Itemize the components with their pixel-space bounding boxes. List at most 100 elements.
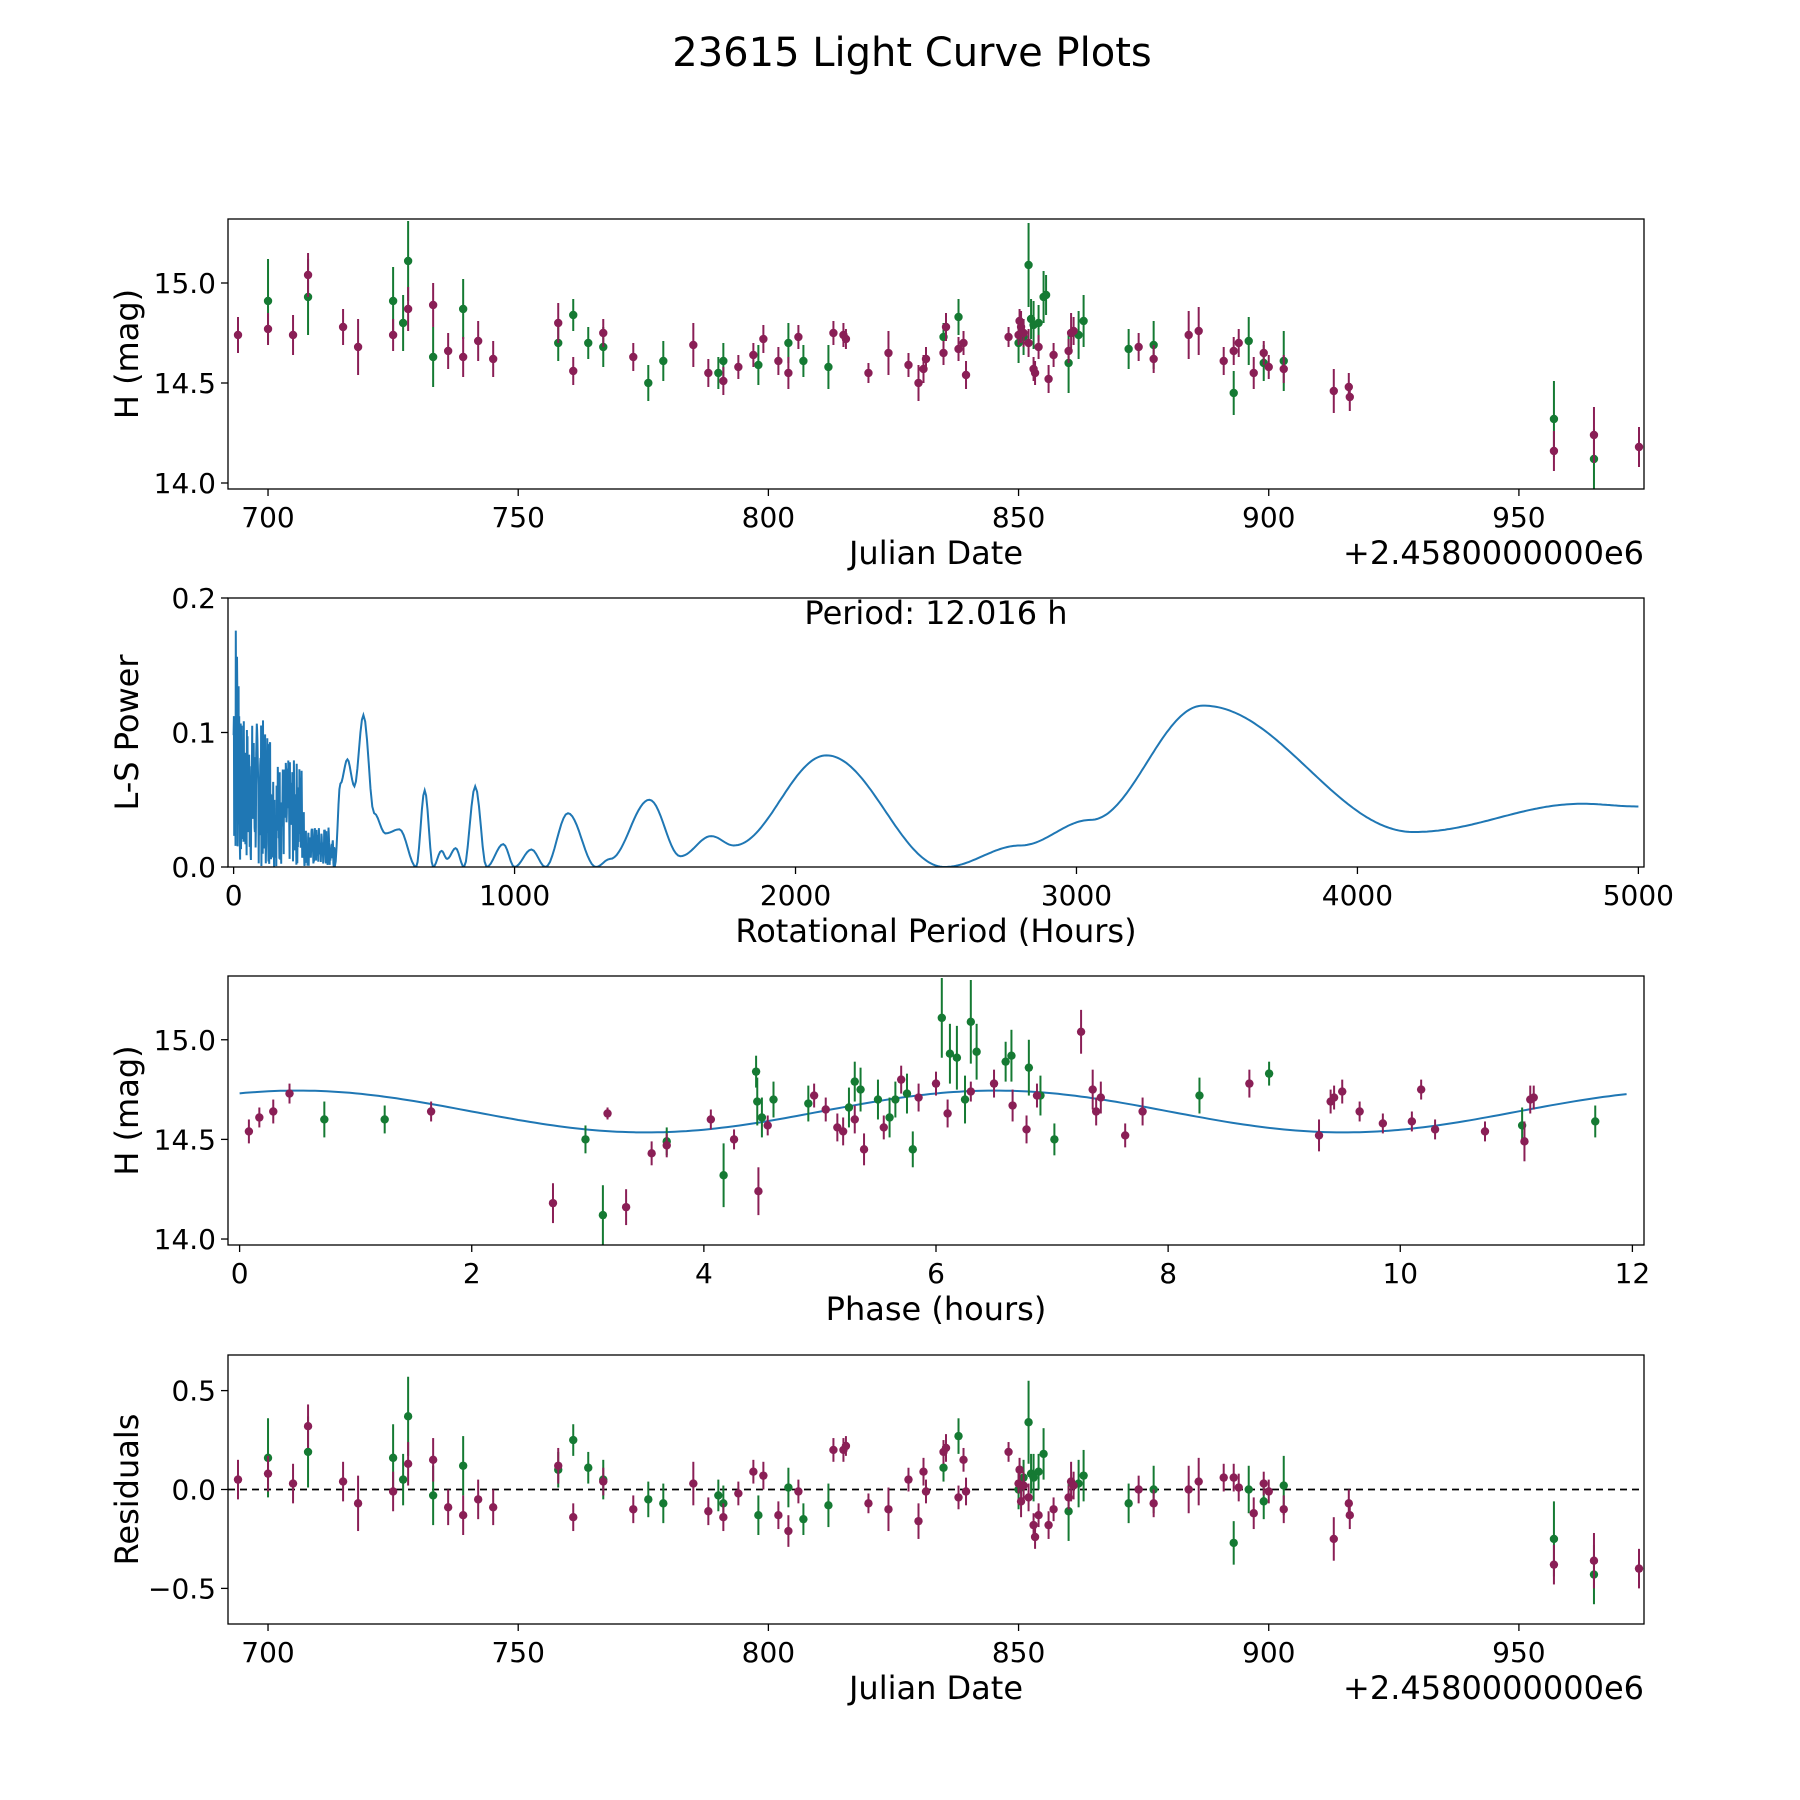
residuals-point-r xyxy=(719,1512,728,1522)
phase-point-g xyxy=(804,1099,813,1108)
phase-point-r xyxy=(647,1149,656,1158)
lightcurve-point-r xyxy=(954,344,963,354)
lightcurve-point-r xyxy=(263,324,273,334)
lightcurve-point-r xyxy=(1345,392,1354,402)
phase-ytick-label: 14.0 xyxy=(154,1223,216,1256)
phase-point-r xyxy=(255,1113,264,1122)
phase-axes: 0 2 4 6 8 10 12 14.0 14.5 15.0 Phase (hours) H (mag… xyxy=(108,975,1650,1328)
lightcurve-frame xyxy=(227,218,1645,490)
residuals-point-g xyxy=(1064,1507,1073,1516)
phase-point-r xyxy=(763,1121,772,1130)
lightcurve-point-r xyxy=(749,350,758,360)
residuals-point-r xyxy=(428,1455,438,1465)
residuals-point-r xyxy=(1194,1477,1203,1486)
residuals-xtick-label: 850 xyxy=(992,1636,1045,1669)
phase-point-g xyxy=(908,1145,917,1154)
residuals-point-r xyxy=(959,1455,968,1465)
phase-point-g xyxy=(751,1067,761,1076)
phase-point-r xyxy=(244,1127,254,1136)
residuals-point-r xyxy=(1249,1509,1258,1518)
lightcurve-point-g xyxy=(754,360,763,370)
residuals-point-r xyxy=(961,1487,971,1496)
periodogram-xtick-label: 5000 xyxy=(1603,879,1674,912)
residuals-point-r xyxy=(1229,1473,1238,1482)
phase-xtick-label: 6 xyxy=(927,1257,945,1290)
phase-point-r xyxy=(1338,1087,1347,1096)
residuals-point-r xyxy=(954,1493,963,1502)
phase-point-g xyxy=(844,1103,854,1112)
figure-title: 23615 Light Curve Plots xyxy=(672,30,1151,76)
lightcurve-point-g xyxy=(714,368,723,378)
residuals-point-r xyxy=(759,1471,768,1480)
lightcurve-point-r xyxy=(1259,348,1268,358)
lightcurve-point-r xyxy=(1634,442,1644,452)
lightcurve-point-g xyxy=(1041,290,1051,300)
lightcurve-point-g xyxy=(458,304,468,314)
phase-xtick-label: 2 xyxy=(463,1257,481,1290)
phase-point-r xyxy=(1480,1127,1490,1136)
residuals-point-r xyxy=(884,1505,893,1514)
lightcurve-point-r xyxy=(1549,446,1559,456)
residuals-point-r xyxy=(1549,1560,1559,1569)
phase-point-r xyxy=(1032,1091,1042,1100)
lightcurve-point-r xyxy=(1344,382,1353,392)
phase-point-g xyxy=(966,1017,976,1027)
residuals-point-r xyxy=(303,1422,313,1431)
period-annotation: Period: 12.016 h xyxy=(804,594,1067,632)
periodogram-plot-area xyxy=(232,630,1639,867)
residuals-point-r xyxy=(774,1511,783,1520)
residuals-point-r xyxy=(1344,1499,1353,1508)
phase-point-r xyxy=(1008,1101,1017,1110)
residuals-point-g xyxy=(784,1483,793,1492)
residuals-point-r xyxy=(443,1503,453,1512)
phase-plot-area xyxy=(239,977,1627,1245)
lightcurve-point-r xyxy=(1264,362,1273,372)
residuals-point-r xyxy=(919,1467,928,1476)
phase-point-g xyxy=(769,1095,778,1104)
periodogram-axes: 0 1000 2000 3000 4000 5000 0.0 0.1 0.2 Rotational… xyxy=(108,582,1674,950)
lightcurve-point-g xyxy=(1079,316,1088,326)
residuals-point-r xyxy=(599,1477,608,1486)
residuals-point-g xyxy=(1229,1538,1238,1548)
phase-point-r xyxy=(914,1093,923,1102)
lightcurve-point-r xyxy=(1044,374,1053,384)
residuals-point-g xyxy=(939,1463,948,1472)
phase-xtick-label: 4 xyxy=(695,1257,713,1290)
lightcurve-point-r xyxy=(734,362,743,372)
phase-point-r xyxy=(1430,1125,1440,1134)
residuals-point-r xyxy=(1184,1485,1193,1494)
residuals-point-r xyxy=(1030,1532,1040,1542)
residuals-point-r xyxy=(554,1461,563,1470)
lightcurve-point-g xyxy=(799,356,808,366)
periodogram-xtick-label: 4000 xyxy=(1322,879,1393,912)
residuals-point-r xyxy=(841,1441,851,1451)
lightcurve-point-g xyxy=(659,356,668,366)
residuals-point-r xyxy=(1044,1520,1053,1530)
lightcurve-point-r xyxy=(1030,368,1040,378)
periodogram-xtick-label: 0 xyxy=(225,879,243,912)
lightcurve-point-g xyxy=(1124,344,1133,354)
residuals-point-r xyxy=(864,1499,873,1508)
phase-point-r xyxy=(1314,1131,1324,1140)
lightcurve-point-r xyxy=(1589,430,1599,440)
phase-point-r xyxy=(850,1115,859,1124)
lightcurve-point-r xyxy=(774,356,783,366)
phase-point-g xyxy=(902,1089,912,1098)
lightcurve-point-r xyxy=(1194,326,1203,336)
phase-point-r xyxy=(603,1109,612,1118)
residuals-point-r xyxy=(569,1512,578,1522)
phase-point-g xyxy=(1050,1135,1059,1144)
phase-point-g xyxy=(952,1053,962,1062)
lightcurve-ytick-label: 15.0 xyxy=(154,267,216,300)
residuals-point-r xyxy=(353,1499,363,1508)
residuals-point-g xyxy=(1549,1534,1559,1544)
residuals-point-r xyxy=(263,1469,273,1478)
phase-point-r xyxy=(662,1141,671,1150)
phase-point-r xyxy=(879,1123,888,1132)
lightcurve-point-g xyxy=(388,296,398,306)
residuals-point-r xyxy=(734,1489,743,1498)
lightcurve-point-r xyxy=(473,336,483,346)
phase-point-r xyxy=(426,1107,436,1116)
residuals-point-r xyxy=(1634,1564,1644,1573)
lightcurve-point-r xyxy=(629,352,638,362)
